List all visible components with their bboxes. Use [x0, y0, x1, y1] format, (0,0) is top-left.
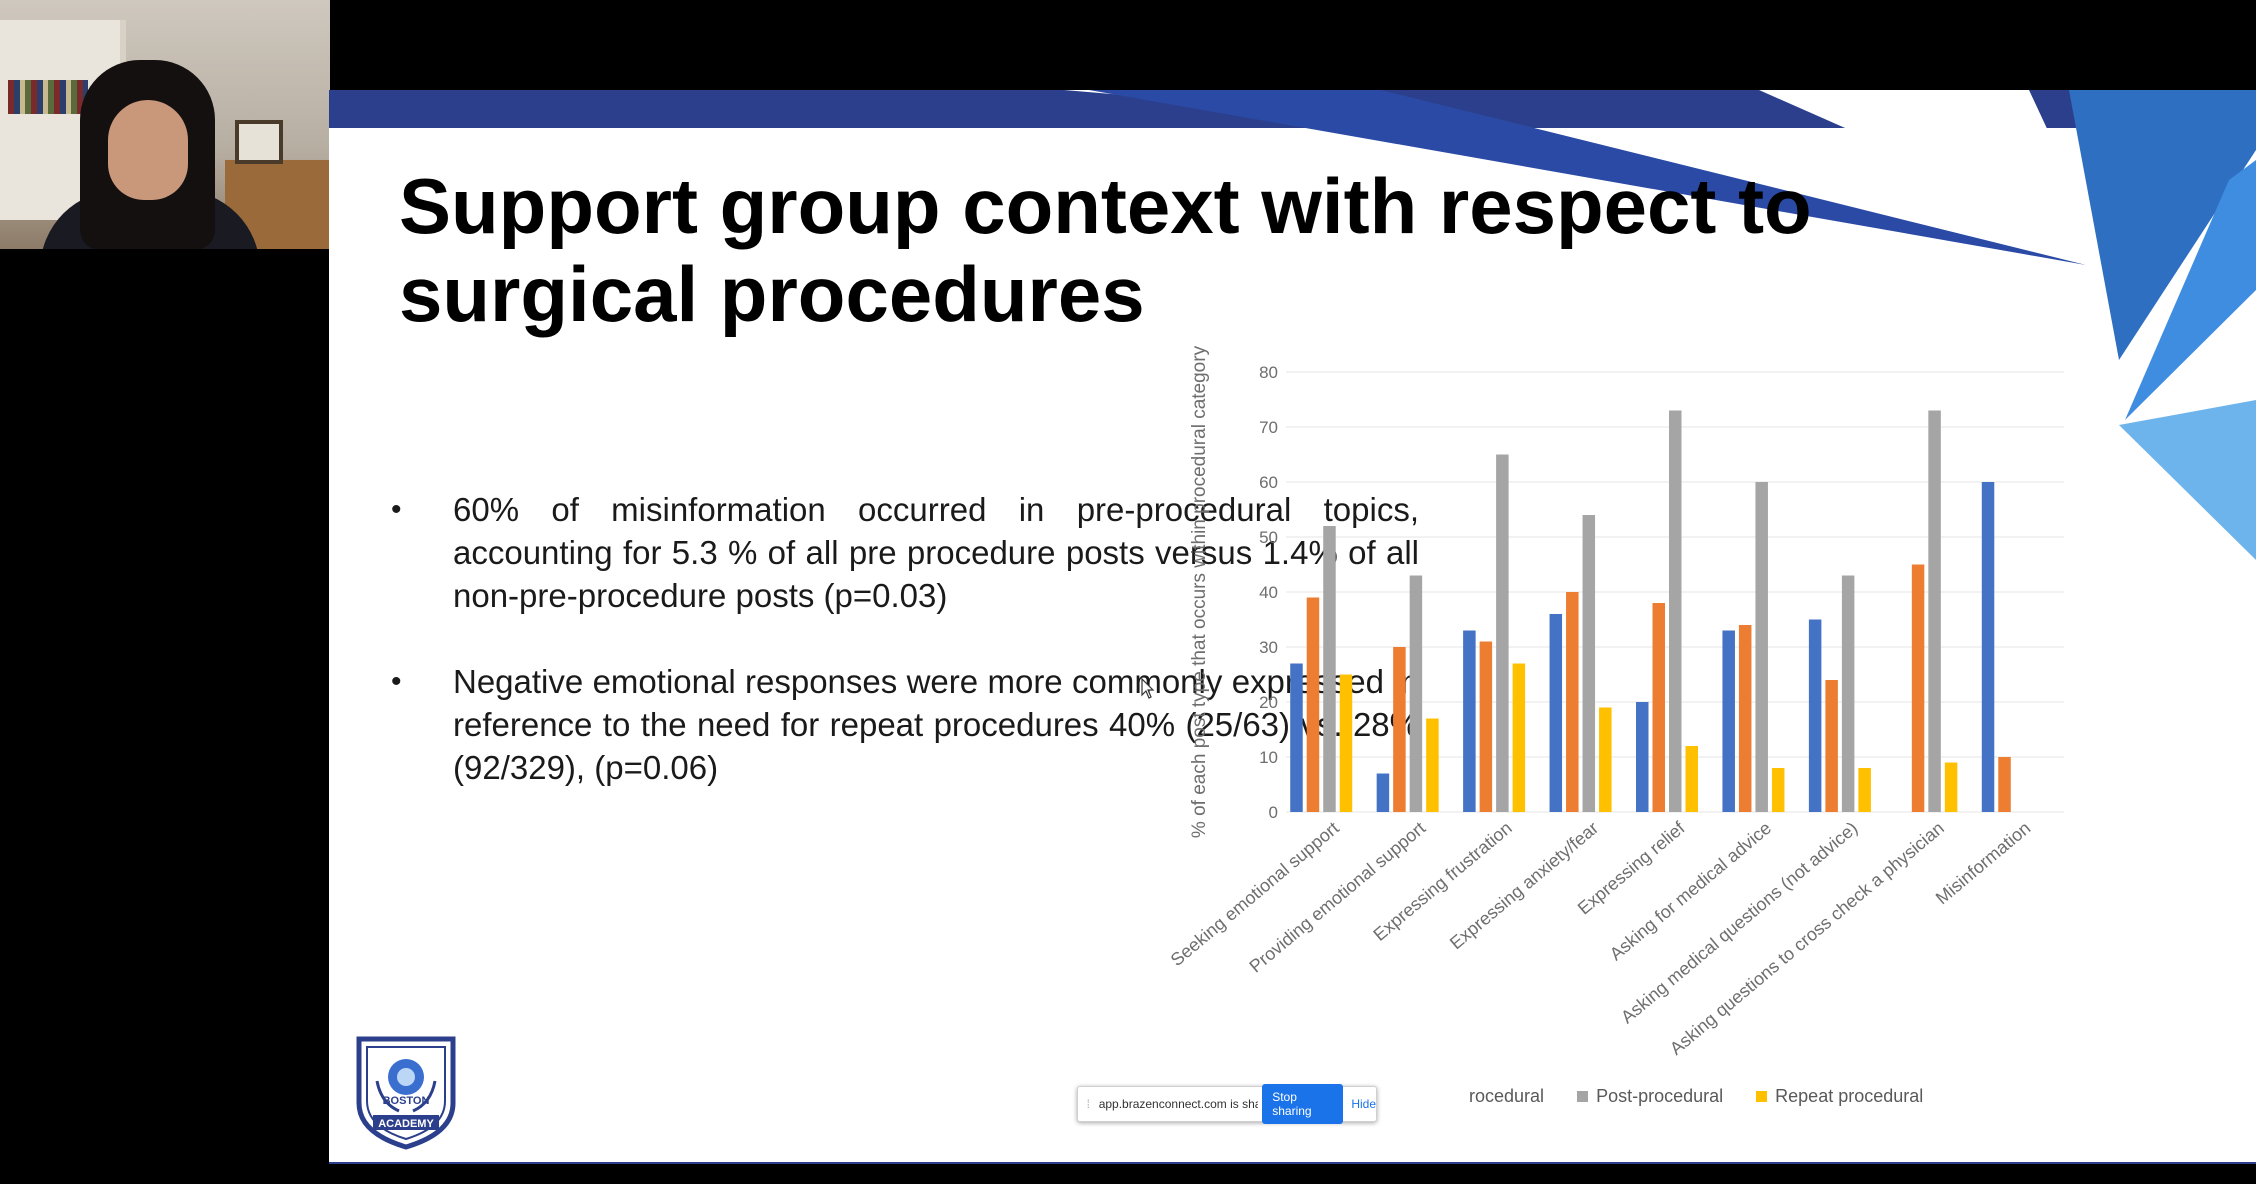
- y-tick-label: 0: [1269, 803, 1278, 822]
- chart-y-axis-label: % of each post type that occurs within p…: [1189, 345, 1210, 838]
- bar: [1981, 482, 1995, 812]
- chart-bars: [1290, 410, 2011, 812]
- y-tick-label: 20: [1259, 693, 1278, 712]
- x-category-label: Expressing frustration: [1369, 818, 1515, 945]
- chart-legend: rocedural Post-procedural Repeat procedu…: [1469, 1086, 1951, 1107]
- drag-handle-icon[interactable]: ⁞: [1086, 1097, 1091, 1111]
- bullet-text: 60% of misinformation occurred in pre-pr…: [453, 491, 1419, 614]
- slide-decoration: [1009, 90, 2256, 560]
- x-category-label: Misinformation: [1932, 818, 2035, 909]
- bar: [1825, 680, 1838, 812]
- bar: [1566, 592, 1579, 812]
- slide-bottom-bar: [329, 1162, 2256, 1164]
- bar: [1549, 614, 1563, 812]
- x-category-label: Expressing anxiety/fear: [1446, 818, 1602, 954]
- bar: [1376, 773, 1390, 812]
- bar: [1290, 663, 1303, 812]
- bar: [1841, 575, 1855, 812]
- x-category-label: Seeking emotional support: [1167, 818, 1343, 970]
- share-message: app.brazenconnect.com is sharing your sc…: [1098, 1097, 1259, 1111]
- bar: [1582, 515, 1596, 812]
- deco-right-triangle-2: [2125, 160, 2256, 420]
- logo-text-boston: BOSTON: [383, 1095, 430, 1107]
- bar: [1512, 663, 1526, 812]
- bar: [1426, 718, 1439, 812]
- bar: [1599, 707, 1612, 812]
- x-category-label: Providing emotional support: [1245, 818, 1429, 977]
- bar: [1669, 410, 1682, 812]
- deco-blue-triangle: [1089, 90, 2086, 265]
- bar: [1409, 575, 1423, 812]
- bar: [1463, 630, 1476, 812]
- bar: [1685, 746, 1698, 812]
- bar: [1944, 762, 1958, 812]
- bar: [1652, 603, 1665, 812]
- bullet-item: • Negative emotional responses were more …: [359, 660, 1419, 789]
- logo-text-academy: ACADEMY: [378, 1118, 434, 1130]
- deco-right-triangle-1: [2069, 90, 2256, 360]
- bar: [1496, 454, 1509, 812]
- bar: [1771, 768, 1785, 812]
- bar: [1928, 410, 1941, 812]
- bar: [1479, 641, 1493, 812]
- webcam-picture-frame: [235, 120, 283, 164]
- legend-swatch: [1577, 1091, 1589, 1102]
- legend-swatch: [1756, 1091, 1768, 1102]
- bar: [1858, 768, 1871, 812]
- bar: [1722, 630, 1735, 812]
- bar: [1738, 625, 1752, 812]
- y-tick-label: 70: [1259, 418, 1278, 437]
- bullet-glyph: •: [391, 493, 402, 526]
- bar: [1339, 674, 1353, 812]
- legend-item-repeat: Repeat procedural: [1756, 1086, 1923, 1107]
- webcam-presenter-face: [108, 100, 188, 200]
- bullet-glyph: •: [391, 665, 402, 698]
- stop-sharing-button[interactable]: Stop sharing: [1262, 1084, 1344, 1124]
- hide-share-bar-button[interactable]: Hide: [1351, 1097, 1376, 1111]
- y-tick-label: 10: [1259, 748, 1278, 767]
- y-tick-label: 60: [1259, 473, 1278, 492]
- bar: [1755, 482, 1768, 812]
- deco-right-triangle-3: [2119, 400, 2256, 560]
- legend-item-peri: rocedural: [1469, 1086, 1545, 1106]
- bar: [1636, 702, 1649, 812]
- presentation-slide: Support group context with respect to su…: [329, 90, 2256, 1164]
- y-tick-label: 80: [1259, 363, 1278, 382]
- bullet-list: • 60% of misinformation occurred in pre-p…: [359, 488, 1419, 832]
- bar: [1323, 526, 1336, 812]
- legend-item-post: Post-procedural: [1577, 1086, 1723, 1107]
- bar-chart: 0 10 20 30 40 50 60 70 80 Seeking emotional supp…: [1167, 345, 2064, 1059]
- x-category-label: Asking for medical advice: [1606, 818, 1775, 965]
- deco-white-triangle: [1759, 90, 2099, 240]
- y-tick-label: 40: [1259, 583, 1278, 602]
- slide-title: Support group context with respect to su…: [399, 162, 1812, 338]
- bar: [1808, 619, 1822, 812]
- webcam-video-tile: [0, 0, 330, 249]
- bar: [1306, 597, 1320, 812]
- screen-share-bar: ⁞ app.brazenconnect.com is sharing your …: [1077, 1084, 1377, 1124]
- boston-academy-logo: BOSTON ACADEMY: [356, 1036, 456, 1150]
- y-tick-label: 30: [1259, 638, 1278, 657]
- bar: [1911, 564, 1925, 812]
- bar: [1998, 757, 2011, 812]
- bar: [1393, 647, 1406, 812]
- y-tick-label: 50: [1259, 528, 1278, 547]
- bullet-item: • 60% of misinformation occurred in pre-p…: [359, 488, 1419, 617]
- bullet-text: Negative emotional responses were more c…: [453, 663, 1419, 786]
- mouse-cursor-icon: [1141, 678, 1155, 699]
- chart-y-ticks: 0 10 20 30 40 50 60 70 80: [1259, 363, 1278, 822]
